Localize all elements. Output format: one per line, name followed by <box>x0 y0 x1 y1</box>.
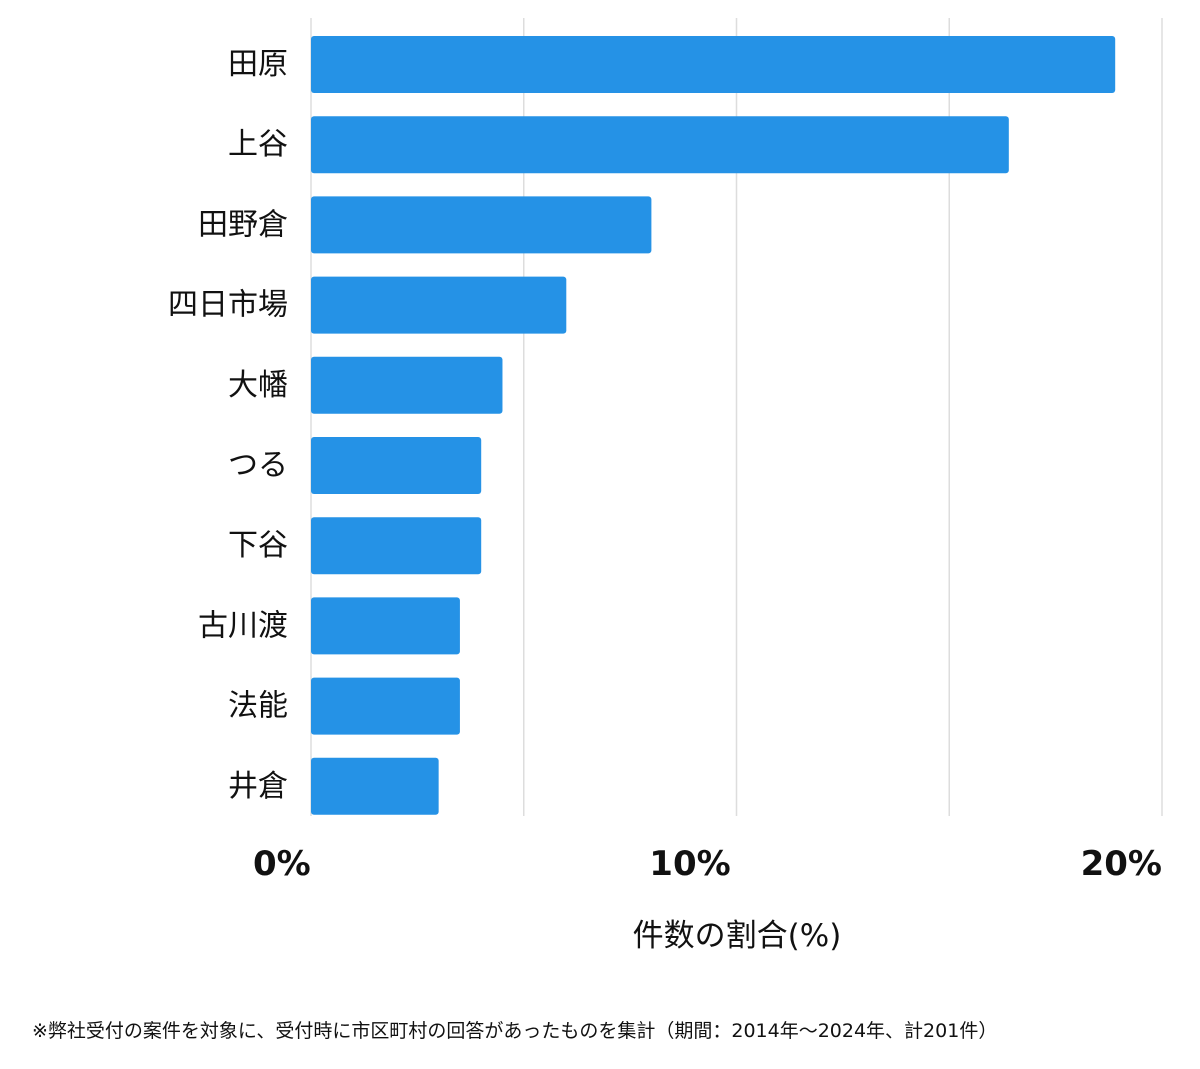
bar <box>311 757 439 815</box>
category-label: 古川渡 <box>198 608 288 643</box>
bar <box>311 517 482 575</box>
x-axis-title: 件数の割合(%) <box>633 918 842 954</box>
bar <box>311 437 482 494</box>
bar <box>311 36 1116 93</box>
footnote: ※弊社受付の案件を対象に、受付時に市区町村の回答があったものを集計（期間：201… <box>32 1020 998 1042</box>
bar <box>311 677 460 735</box>
x-tick-label: 10% <box>649 844 730 884</box>
x-tick-labels: 0% 10% 20% <box>253 844 1162 884</box>
category-label: 田野倉 <box>198 207 288 242</box>
x-tick-label: 20% <box>1081 844 1162 884</box>
bar <box>311 196 652 254</box>
category-label: 大幡 <box>228 368 288 403</box>
category-label: 井倉 <box>228 769 288 804</box>
category-label: つる <box>228 448 288 483</box>
category-label: 田原 <box>228 47 288 82</box>
bar <box>311 276 567 334</box>
bars <box>311 36 1116 815</box>
bar <box>311 356 503 414</box>
category-label: 上谷 <box>228 127 288 162</box>
category-label: 法能 <box>228 689 288 724</box>
x-tick-label: 0% <box>253 844 311 884</box>
category-label: 下谷 <box>228 528 288 563</box>
category-label: 四日市場 <box>168 288 288 323</box>
bar <box>311 116 1009 174</box>
bar <box>311 597 460 655</box>
